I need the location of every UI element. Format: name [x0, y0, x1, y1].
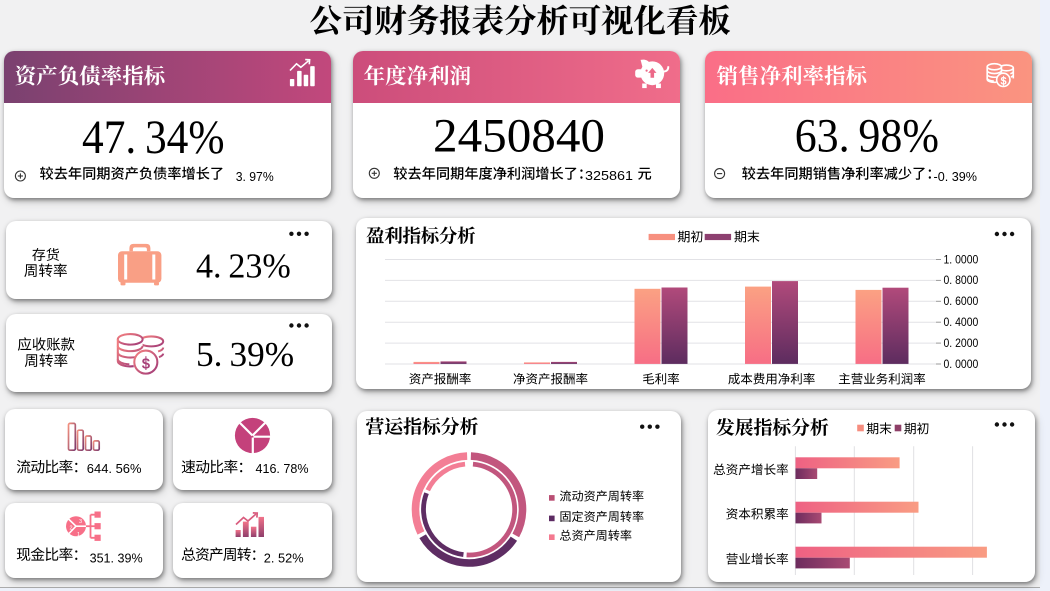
svg-text:0. 0000: 0. 0000 [944, 359, 979, 371]
svg-text:0. 6000: 0. 6000 [944, 296, 979, 308]
svg-text:2450840: 2450840 [433, 110, 605, 163]
svg-text:5. 39%: 5. 39% [196, 335, 294, 374]
svg-text:3. 97%: 3. 97% [236, 169, 274, 184]
svg-text:2. 52%: 2. 52% [264, 550, 304, 565]
svg-text:3: 3 [79, 519, 82, 525]
svg-text:644. 56%: 644. 56% [87, 461, 142, 476]
svg-text:4. 23%: 4. 23% [196, 246, 291, 285]
svg-text:0. 4000: 0. 4000 [944, 317, 979, 329]
svg-text:-0. 39%: -0. 39% [934, 169, 978, 184]
svg-text:416. 78%: 416. 78% [256, 461, 309, 476]
svg-text:1: 1 [77, 532, 80, 538]
svg-text:1. 0000: 1. 0000 [944, 254, 979, 266]
svg-text:0. 2000: 0. 2000 [944, 338, 979, 350]
svg-text:351. 39%: 351. 39% [90, 550, 143, 565]
svg-text:0. 8000: 0. 8000 [944, 275, 979, 287]
svg-text:47. 34%: 47. 34% [82, 111, 225, 164]
svg-text:325861: 325861 [585, 168, 633, 183]
svg-text:63. 98%: 63. 98% [795, 110, 939, 163]
svg-text:2: 2 [69, 526, 72, 532]
